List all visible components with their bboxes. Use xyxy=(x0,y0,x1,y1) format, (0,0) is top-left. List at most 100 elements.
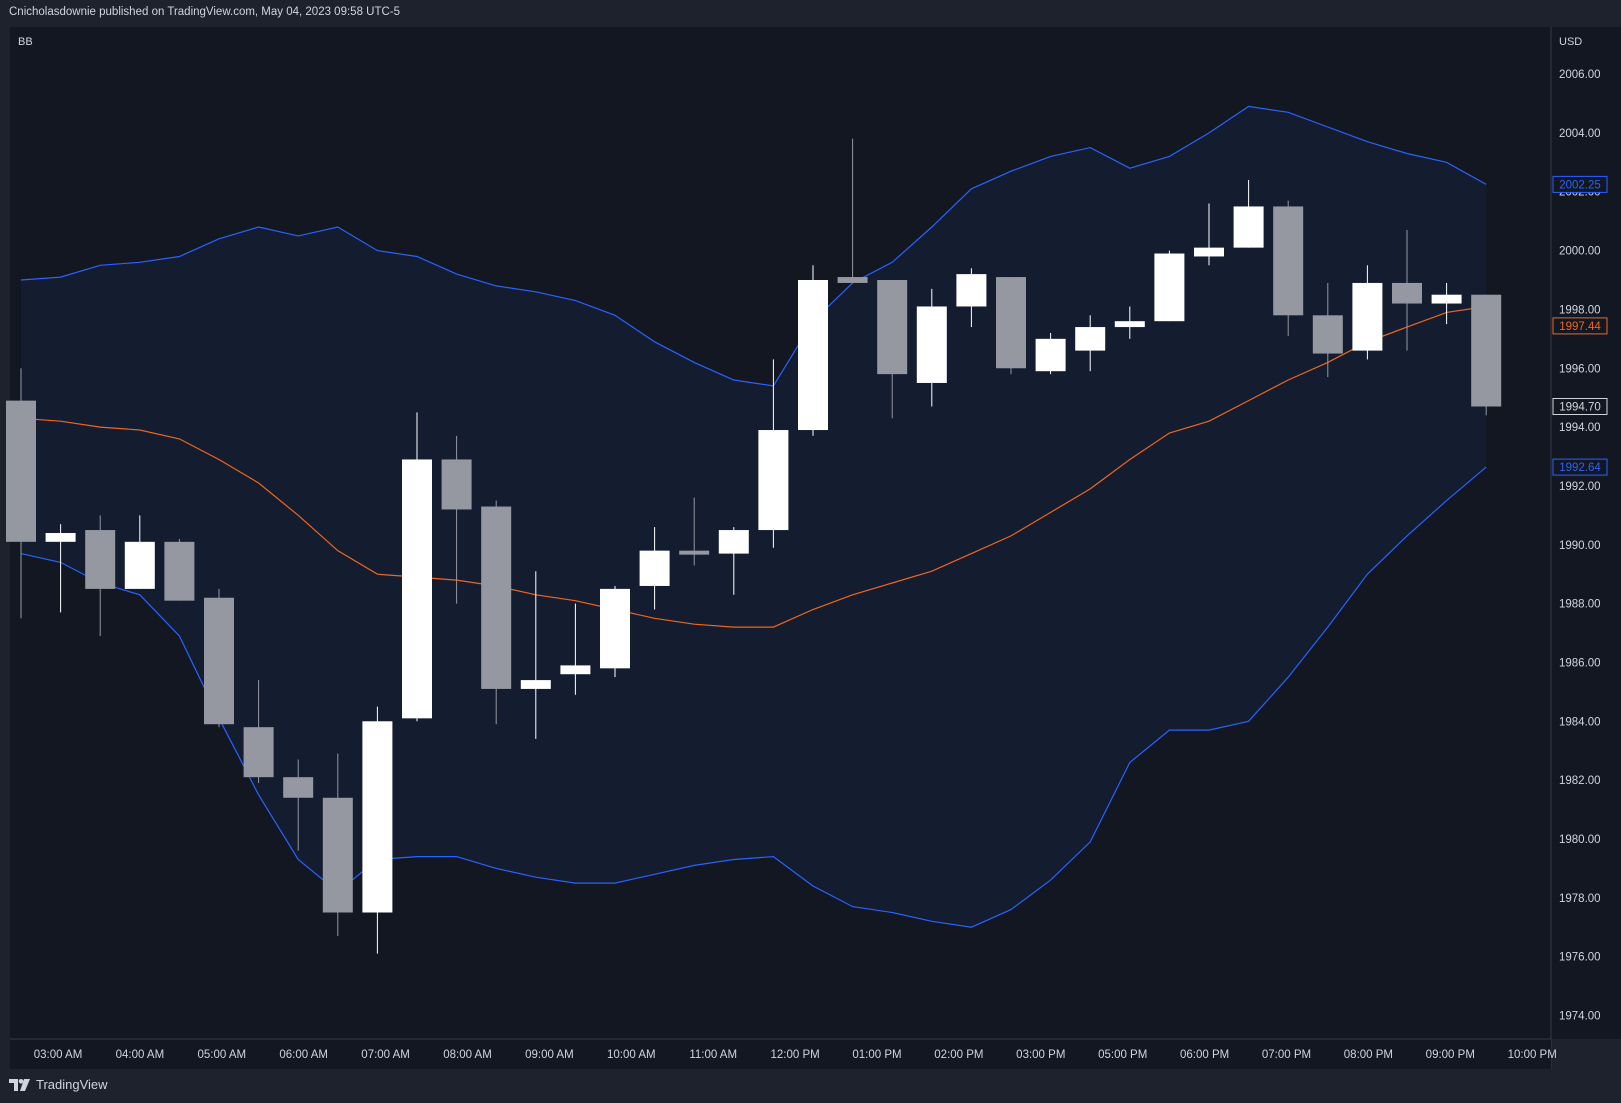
candle-layer xyxy=(6,138,1502,954)
bb-lower-line xyxy=(20,466,1487,928)
time-tick-label: 04:00 AM xyxy=(116,1049,165,1061)
candle-body xyxy=(1154,253,1185,322)
candle xyxy=(204,588,234,728)
candle-body xyxy=(204,597,234,725)
candle xyxy=(1154,250,1185,322)
price-tick-label: 1996.00 xyxy=(1559,363,1601,375)
price-label: 1997.44 xyxy=(1552,317,1608,335)
candle xyxy=(837,138,868,283)
price-tick-label: 1978.00 xyxy=(1559,893,1601,905)
time-tick-label: 02:00 PM xyxy=(934,1049,983,1061)
price-label: 2002.25 xyxy=(1552,175,1608,193)
candle-body xyxy=(85,530,116,589)
time-tick-label: 06:00 PM xyxy=(1180,1049,1229,1061)
time-tick-label: 05:00 PM xyxy=(1098,1049,1147,1061)
candle-body xyxy=(1273,206,1304,316)
candle xyxy=(996,277,1026,375)
price-tick-label: 2004.00 xyxy=(1559,128,1601,140)
candle xyxy=(402,412,432,722)
candle xyxy=(877,280,908,419)
price-tick-label: 1994.00 xyxy=(1559,422,1601,434)
candle-body xyxy=(520,680,551,689)
time-tick-label: 03:00 PM xyxy=(1016,1049,1065,1061)
candle-body xyxy=(1075,327,1106,351)
price-label: 1992.64 xyxy=(1552,458,1608,476)
price-chart[interactable]: BB USD 2006.002004.002002.002000.001998.… xyxy=(0,0,1621,1069)
price-tick-label: 1986.00 xyxy=(1559,657,1601,669)
time-tick-label: 03:00 AM xyxy=(34,1049,83,1061)
candle xyxy=(956,268,987,328)
candle-body xyxy=(1392,282,1422,304)
candle-body xyxy=(362,721,393,913)
candle xyxy=(560,603,591,695)
candle xyxy=(1075,315,1106,372)
price-label-text: 1997.44 xyxy=(1559,321,1601,333)
bb-basis-line xyxy=(20,305,1487,628)
price-tick-label: 1980.00 xyxy=(1559,834,1601,846)
candle xyxy=(639,527,670,610)
candle xyxy=(718,527,749,595)
candle-body xyxy=(1471,294,1502,407)
candle xyxy=(1233,179,1264,248)
time-tick-label: 09:00 PM xyxy=(1426,1049,1475,1061)
candle xyxy=(362,706,393,954)
candle-body xyxy=(956,274,987,307)
candle xyxy=(1392,229,1422,351)
bb-upper-line xyxy=(20,105,1487,387)
candle xyxy=(916,288,947,407)
candle-body xyxy=(402,459,432,719)
price-tick-label: 1984.00 xyxy=(1559,716,1601,728)
candle-body xyxy=(1035,338,1066,372)
time-tick-label: 05:00 AM xyxy=(198,1049,247,1061)
price-label: 1994.70 xyxy=(1552,398,1608,415)
candle xyxy=(124,515,155,589)
candle-body xyxy=(600,588,630,669)
candle-body xyxy=(718,530,749,554)
price-axis-panel[interactable] xyxy=(1551,27,1621,1039)
candle-body xyxy=(441,459,472,510)
time-tick-label: 08:00 AM xyxy=(443,1049,492,1061)
candle xyxy=(6,368,36,619)
tradingview-brand-text: TradingView xyxy=(36,1077,108,1092)
candle xyxy=(243,680,274,784)
candle xyxy=(1471,294,1502,416)
candle xyxy=(1035,332,1066,375)
price-tick-label: 1974.00 xyxy=(1559,1010,1601,1022)
price-tick-label: 1982.00 xyxy=(1559,775,1601,787)
candle xyxy=(85,515,116,636)
time-tick-label: 09:00 AM xyxy=(525,1049,574,1061)
candle-body xyxy=(6,400,36,542)
time-tick-label: 08:00 PM xyxy=(1344,1049,1393,1061)
candle-body xyxy=(1312,315,1343,354)
price-label-box xyxy=(1552,398,1608,415)
publish-info: Cnicholasdownie published on TradingView… xyxy=(9,6,401,18)
candle-body xyxy=(1431,294,1462,304)
candle-body xyxy=(639,550,670,586)
candle xyxy=(1273,200,1304,336)
candle xyxy=(798,265,828,436)
candle xyxy=(1431,282,1462,325)
time-tick-label: 12:00 PM xyxy=(770,1049,819,1061)
candle-body xyxy=(243,727,274,778)
candle-body xyxy=(1114,321,1145,328)
time-tick-label: 01:00 PM xyxy=(852,1049,901,1061)
candle xyxy=(520,571,551,739)
price-label-box xyxy=(1552,458,1608,476)
time-tick-label: 06:00 AM xyxy=(279,1049,328,1061)
candle xyxy=(283,759,314,851)
price-label-text: 2002.25 xyxy=(1559,179,1601,191)
currency-label: USD xyxy=(1559,36,1582,48)
time-tick-label: 07:00 AM xyxy=(361,1049,410,1061)
candle-body xyxy=(877,280,908,375)
time-axis-panel[interactable] xyxy=(10,1039,1551,1069)
indicator-label[interactable]: BB xyxy=(18,36,33,48)
candle-body xyxy=(283,777,314,798)
candle xyxy=(1352,265,1383,360)
candle-body xyxy=(1233,206,1264,248)
candle xyxy=(758,359,789,548)
candle xyxy=(441,435,472,604)
time-tick-label: 10:00 PM xyxy=(1508,1049,1557,1061)
time-axis-ticks: 03:00 AM 04:00 AM 05:00 AM 06:00 AM 07:00 AM… xyxy=(34,1049,1557,1061)
tradingview-logo[interactable]: TradingView xyxy=(9,1077,108,1092)
price-label-box xyxy=(1552,175,1608,193)
